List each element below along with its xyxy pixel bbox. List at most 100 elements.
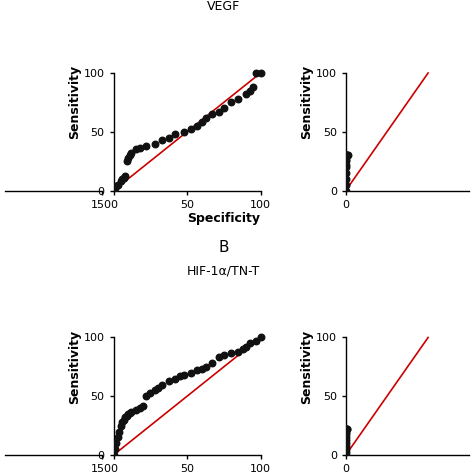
Point	[111, 446, 119, 453]
Point	[228, 349, 235, 356]
X-axis label: Specificity: Specificity	[187, 212, 260, 225]
Point	[344, 152, 351, 159]
Point	[154, 384, 162, 392]
Point	[193, 122, 201, 130]
Point	[146, 389, 154, 397]
Point	[344, 425, 351, 433]
Point	[202, 363, 210, 371]
Point	[342, 157, 349, 165]
Point	[246, 339, 254, 347]
Point	[136, 404, 144, 412]
Point	[132, 146, 139, 153]
Point	[158, 136, 166, 144]
Point	[109, 451, 117, 459]
Point	[151, 140, 158, 147]
Point	[342, 152, 349, 159]
Point	[343, 152, 350, 159]
Point	[252, 69, 260, 77]
Point	[342, 442, 349, 449]
Point	[202, 114, 210, 121]
Point	[172, 130, 179, 138]
Point	[113, 439, 120, 447]
Point	[172, 375, 179, 383]
Point	[114, 434, 122, 441]
Point	[342, 163, 349, 171]
Point	[158, 381, 166, 388]
Point	[342, 434, 349, 441]
Point	[345, 152, 352, 159]
Point	[198, 118, 206, 126]
Point	[142, 392, 150, 400]
Point	[125, 154, 132, 162]
Point	[342, 169, 349, 177]
Point	[342, 448, 349, 456]
Point	[193, 366, 201, 374]
Point	[342, 428, 349, 435]
Point	[342, 181, 349, 189]
Title: HIF-1α/TN-T: HIF-1α/TN-T	[187, 264, 260, 278]
Point	[176, 373, 183, 380]
Point	[123, 412, 130, 420]
Point	[257, 69, 264, 77]
Point	[139, 402, 147, 410]
Point	[120, 174, 128, 182]
Point	[109, 187, 117, 194]
Point	[117, 422, 125, 429]
Point	[198, 365, 206, 373]
Point	[136, 145, 144, 152]
Point	[235, 95, 242, 103]
Point	[113, 182, 120, 190]
Point	[142, 142, 150, 150]
Point	[118, 175, 126, 182]
Point	[342, 175, 349, 182]
Point	[126, 409, 134, 417]
Point	[165, 377, 173, 385]
Point	[239, 346, 246, 353]
Point	[235, 348, 242, 356]
Point	[121, 173, 129, 180]
Point	[208, 360, 216, 367]
Point	[208, 110, 216, 118]
Point	[228, 99, 235, 106]
Point	[118, 419, 126, 426]
Point	[220, 104, 228, 112]
Point	[257, 334, 264, 341]
Point	[165, 134, 173, 141]
Y-axis label: Sensitivity: Sensitivity	[68, 65, 81, 139]
Point	[117, 177, 125, 185]
Point	[342, 161, 349, 168]
Point	[180, 371, 188, 379]
Point	[246, 87, 254, 94]
Title: VEGF: VEGF	[207, 0, 240, 13]
Point	[242, 91, 250, 98]
Point	[342, 155, 349, 163]
Point	[342, 439, 349, 447]
Point	[242, 343, 250, 351]
Point	[220, 351, 228, 359]
Point	[126, 152, 134, 159]
Point	[123, 157, 130, 165]
Point	[132, 407, 139, 414]
Point	[342, 451, 349, 459]
Point	[114, 181, 122, 189]
Point	[128, 149, 135, 157]
Point	[252, 337, 260, 345]
Point	[188, 369, 195, 376]
Point	[116, 428, 123, 435]
Point	[342, 430, 349, 438]
Point	[120, 416, 128, 424]
Point	[180, 128, 188, 136]
Y-axis label: Sensitivity: Sensitivity	[300, 65, 313, 139]
Point	[342, 187, 349, 194]
Y-axis label: Sensitivity: Sensitivity	[68, 330, 81, 404]
Point	[125, 410, 132, 418]
Y-axis label: Sensitivity: Sensitivity	[300, 330, 313, 404]
Point	[111, 184, 119, 192]
Point	[342, 436, 349, 444]
Text: B: B	[219, 240, 229, 255]
Point	[128, 408, 135, 415]
Point	[188, 126, 195, 133]
Point	[151, 387, 158, 394]
Point	[216, 108, 223, 116]
Point	[342, 446, 349, 453]
